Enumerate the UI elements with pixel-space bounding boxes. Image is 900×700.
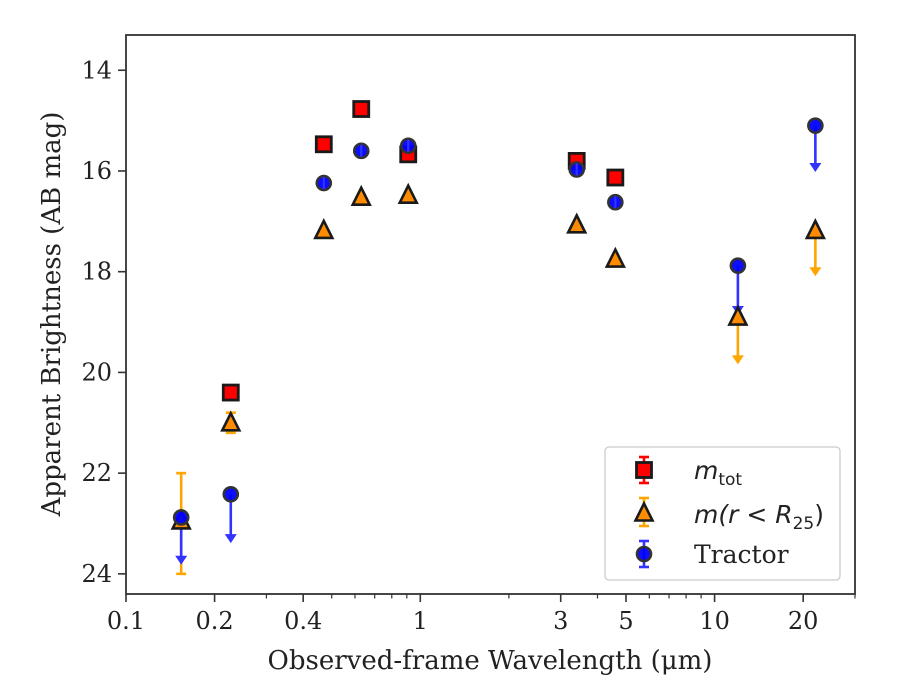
legend: mtot m(r < R25) Tractor xyxy=(604,446,841,581)
legend-tractor-label: Tractor xyxy=(694,540,789,569)
tractor-point xyxy=(729,257,747,274)
mtot-point xyxy=(221,383,240,402)
legend-mr25-label: m(r < R25) xyxy=(694,500,824,534)
mtot-point xyxy=(352,100,371,118)
tractor-point xyxy=(222,485,240,503)
x-tick-label: 0.4 xyxy=(284,607,322,635)
x-axis-label: Observed-frame Wavelength (μm) xyxy=(268,646,713,676)
x-tick-label: 10 xyxy=(699,607,730,635)
tractor-upper-limit-arrow-head xyxy=(809,162,822,172)
y-tick-label: 22 xyxy=(81,459,112,487)
plot-layer xyxy=(170,100,826,576)
tractor-point xyxy=(807,117,824,134)
mr25-upper-limit-arrow-head xyxy=(809,267,822,277)
legend-mtot-marker xyxy=(635,461,653,479)
legend-mtot-label: mtot xyxy=(694,456,742,490)
x-tick-label: 20 xyxy=(788,607,819,635)
tractor-upper-limit-arrow-head xyxy=(224,534,237,544)
legend-mr25-label-main: m(r < R xyxy=(694,500,793,529)
mr25-point xyxy=(804,217,826,240)
mr25-point xyxy=(313,217,335,240)
tractor-upper-limit-arrow-head xyxy=(175,555,188,565)
legend-box xyxy=(604,446,841,581)
mr25-point xyxy=(220,410,242,432)
y-axis-label: Apparent Brightness (AB mag) xyxy=(37,112,67,518)
axes-frame xyxy=(125,34,856,595)
mr25-upper-limit-arrow-head xyxy=(731,355,744,365)
y-tick-label: 18 xyxy=(81,258,112,286)
ticks-layer: 0.1 0.2 0.4 1 3 5 10 20 14 16 18 20 22 24 xyxy=(81,56,856,635)
legend-mr25-marker xyxy=(633,500,655,522)
x-tick-label: 0.2 xyxy=(196,607,234,635)
mr25-point xyxy=(350,184,372,206)
mtot-point xyxy=(606,168,625,187)
x-tick-label: 5 xyxy=(618,607,633,635)
mtot-point xyxy=(314,135,333,154)
x-tick-label: 1 xyxy=(413,607,428,635)
y-tick-label: 24 xyxy=(81,560,112,588)
legend-mtot-label-subscript: tot xyxy=(718,470,742,490)
legend-mr25-label-subscript: 25 xyxy=(793,514,815,534)
legend-mr25-label-close: ) xyxy=(814,500,824,529)
y-tick-label: 16 xyxy=(81,157,112,185)
y-tick-label: 14 xyxy=(81,56,112,84)
mr25-point xyxy=(566,212,588,234)
mr25-point xyxy=(604,246,626,268)
x-tick-label: 3 xyxy=(553,607,568,635)
mr25-point xyxy=(727,304,749,326)
mr25-point xyxy=(397,182,419,204)
y-tick-label: 20 xyxy=(81,358,112,386)
legend-mtot-label-main: m xyxy=(694,456,718,485)
tractor-point xyxy=(172,509,190,526)
legend-tractor-marker xyxy=(635,545,653,563)
x-tick-label: 0.1 xyxy=(107,607,145,635)
